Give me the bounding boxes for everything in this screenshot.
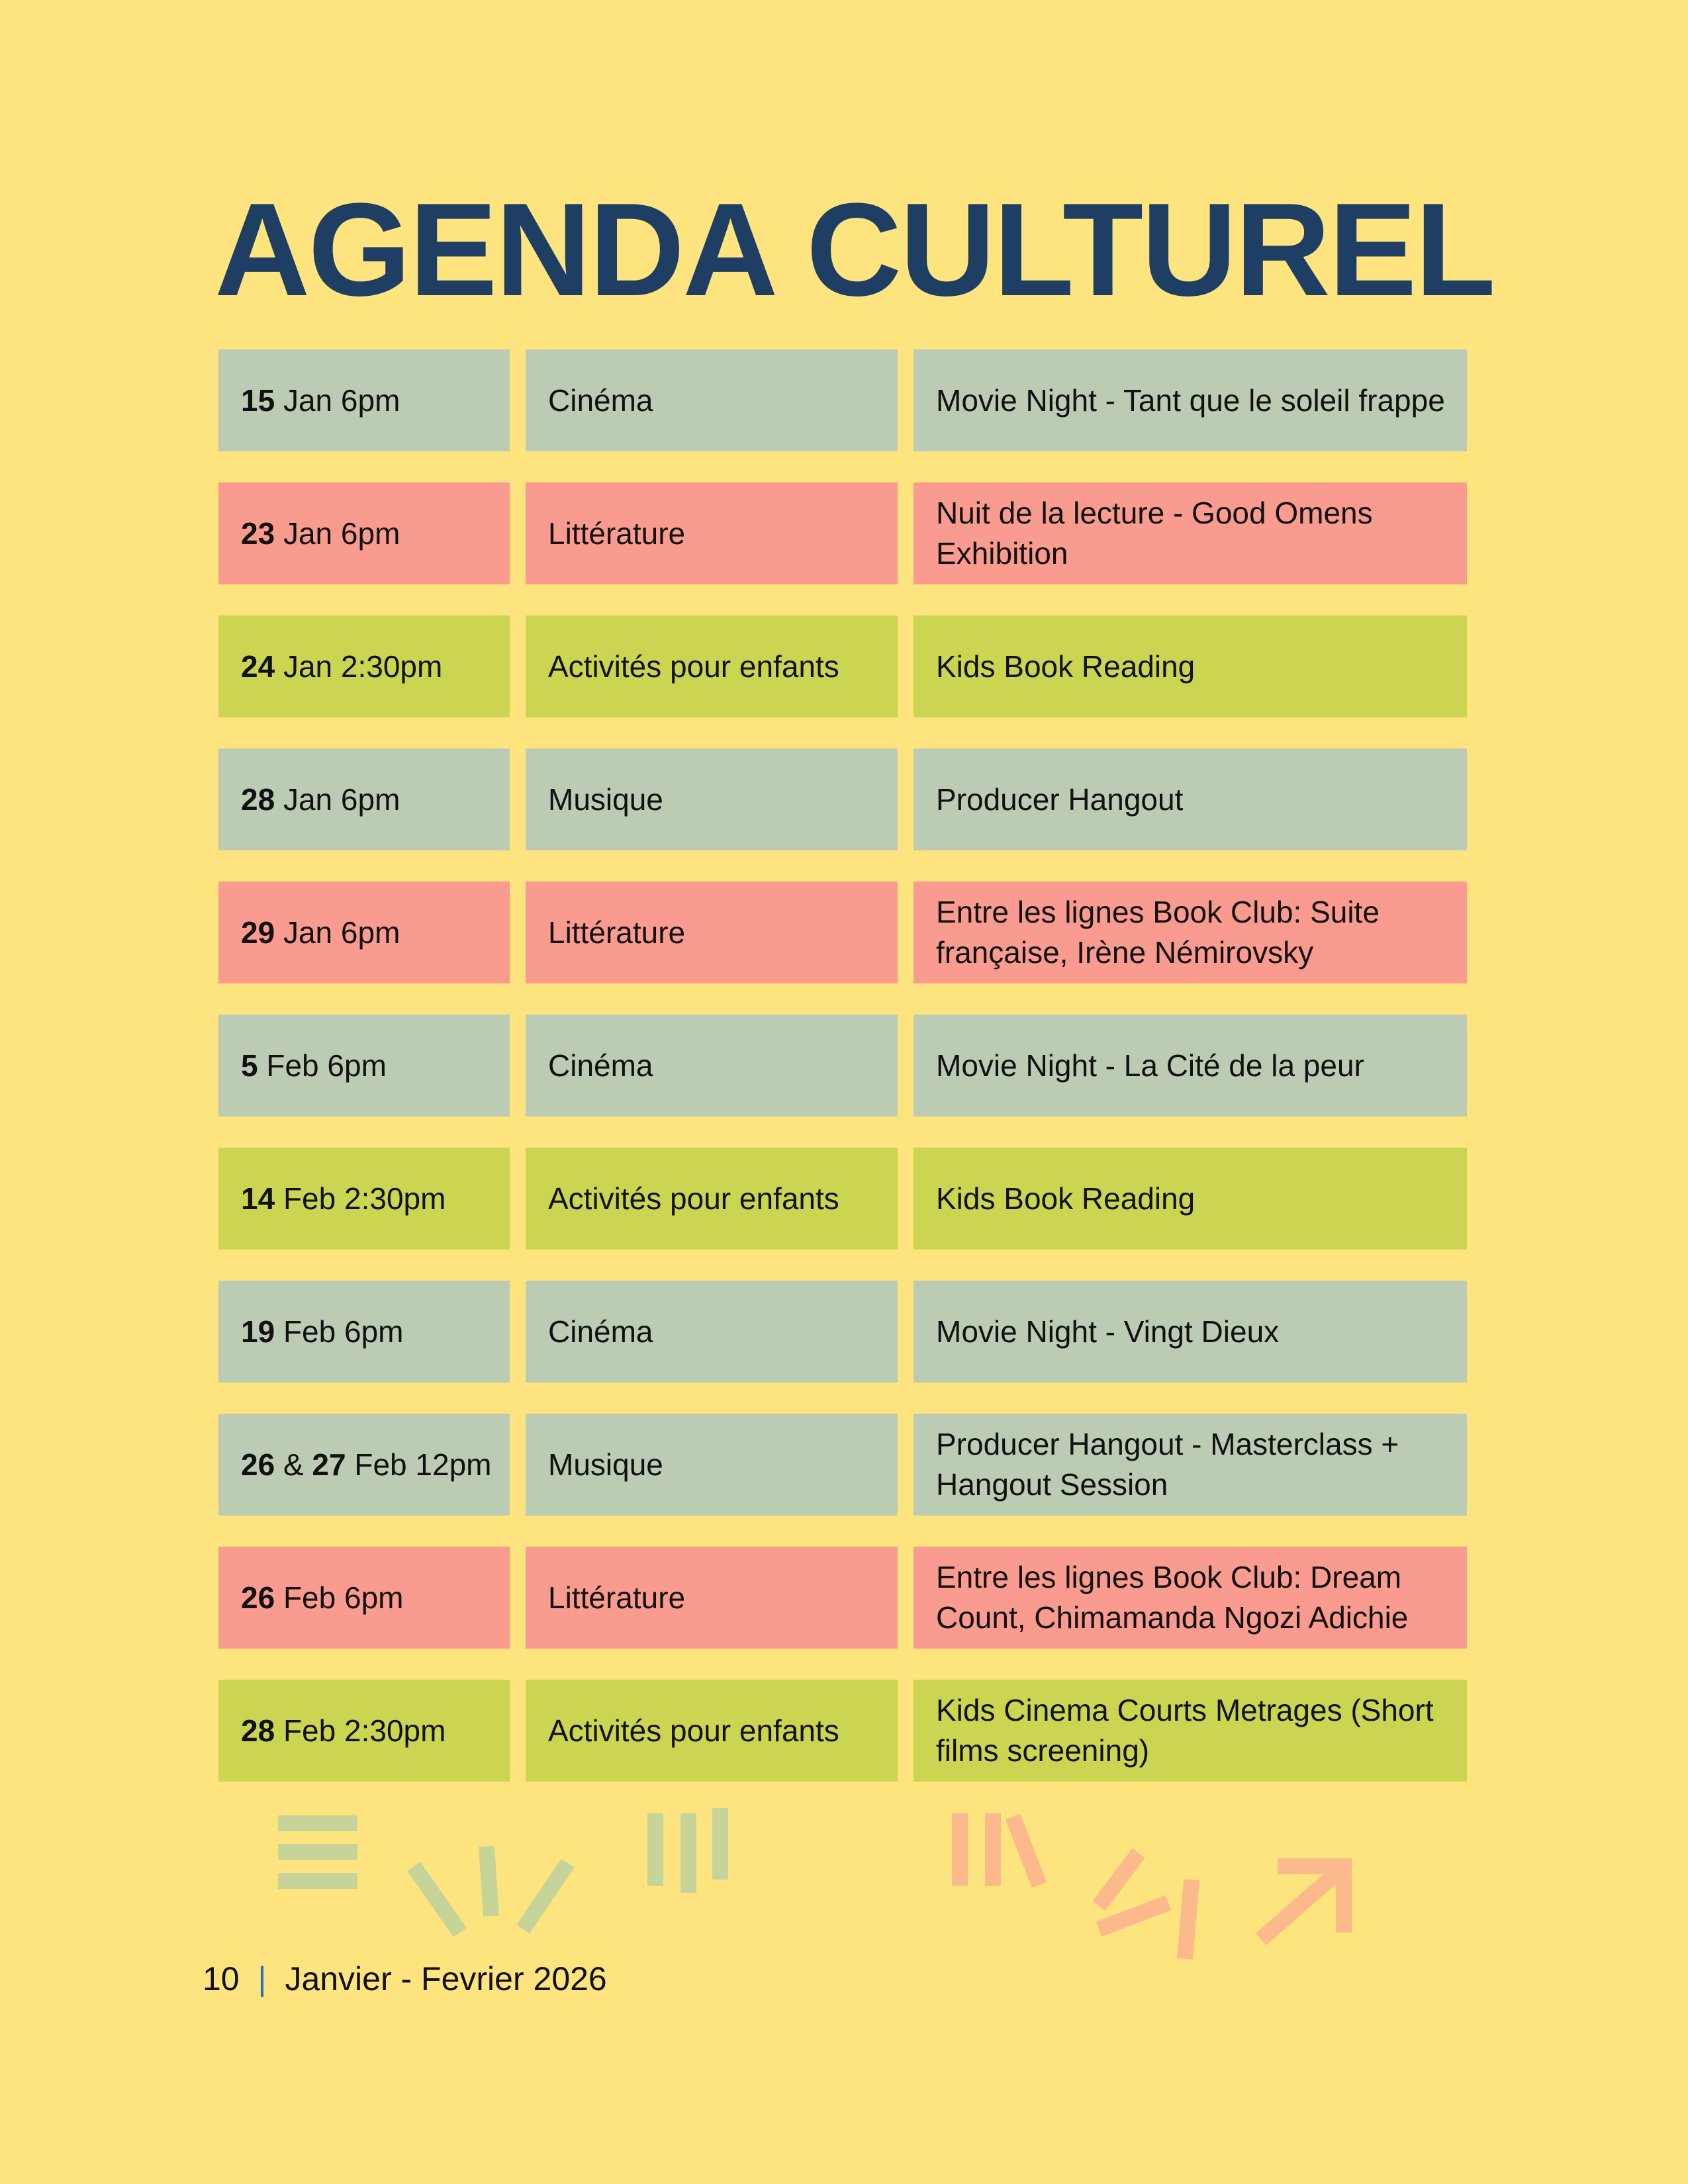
event-title: Entre les lignes Book Club: Dream Count,… — [914, 1547, 1467, 1649]
agenda-row: 14 Feb 2:30pm Activités pour enfants Kids … — [218, 1148, 1467, 1250]
event-day: 26 — [241, 1447, 275, 1482]
issue-period: Janvier - Fevrier 2026 — [285, 1960, 607, 1997]
page-footer: 10 | Janvier - Fevrier 2026 — [203, 1959, 607, 1999]
deco-stroke — [1278, 1858, 1352, 1933]
event-category: Activités pour enfants — [526, 1148, 898, 1250]
agenda-row: 26 & 27 Feb 12pm Musique Producer Hangout … — [218, 1414, 1467, 1516]
deco-stroke — [1096, 1895, 1172, 1937]
event-date: 19 Feb 6pm — [218, 1281, 510, 1383]
agenda-row: 26 Feb 6pm Littérature Entre les lignes Bo… — [218, 1547, 1467, 1649]
event-category: Musique — [526, 749, 898, 850]
deco-stroke — [516, 1858, 575, 1934]
event-category: Littérature — [526, 882, 898, 983]
event-category: Littérature — [526, 482, 898, 584]
agenda-table: 15 Jan 6pm Cinéma Movie Night - Tant que l… — [218, 349, 1467, 1813]
event-title: Kids Book Reading — [914, 615, 1467, 717]
event-category: Cinéma — [526, 1281, 898, 1383]
event-time: Jan 6pm — [283, 516, 400, 551]
event-title: Kids Book Reading — [914, 1148, 1467, 1250]
event-category: Cinéma — [526, 349, 898, 451]
event-title: Producer Hangout - Masterclass + Hangout… — [914, 1414, 1467, 1516]
footer-separator: | — [258, 1960, 267, 1997]
event-date-text: 26 Feb 6pm — [241, 1578, 403, 1618]
event-date-text: 15 Jan 6pm — [241, 381, 400, 421]
event-date-text: 14 Feb 2:30pm — [241, 1179, 445, 1219]
agenda-row: 15 Jan 6pm Cinéma Movie Night - Tant que l… — [218, 349, 1467, 451]
event-day-separator: & — [283, 1447, 304, 1482]
event-title: Nuit de la lecture - Good Omens Exhibiti… — [914, 482, 1467, 584]
green-strokes-group — [278, 1808, 728, 1937]
agenda-row: 28 Feb 2:30pm Activités pour enfants Kids … — [218, 1680, 1467, 1782]
event-date: 28 Jan 6pm — [218, 749, 510, 850]
event-time: Jan 6pm — [283, 383, 400, 418]
event-title: Movie Night - Tant que le soleil frappe — [914, 349, 1467, 451]
agenda-row: 5 Feb 6pm Cinéma Movie Night - La Cité de … — [218, 1015, 1467, 1116]
event-time: Feb 2:30pm — [283, 1181, 446, 1216]
event-date-text: 24 Jan 2:30pm — [241, 647, 442, 687]
event-day: 19 — [241, 1314, 275, 1349]
event-title: Entre les lignes Book Club: Suite frança… — [914, 882, 1467, 983]
event-day-second: 27 — [312, 1447, 346, 1482]
event-title: Producer Hangout — [914, 749, 1467, 850]
agenda-row: 28 Jan 6pm Musique Producer Hangout — [218, 749, 1467, 850]
event-time: Jan 2:30pm — [283, 649, 443, 684]
event-date: 5 Feb 6pm — [218, 1015, 510, 1116]
deco-stroke — [479, 1846, 499, 1917]
event-date: 23 Jan 6pm — [218, 482, 510, 584]
event-date-text: 5 Feb 6pm — [241, 1046, 387, 1086]
event-day: 26 — [241, 1580, 275, 1615]
event-date: 24 Jan 2:30pm — [218, 615, 510, 717]
event-title: Movie Night - Vingt Dieux — [914, 1281, 1467, 1383]
agenda-row: 29 Jan 6pm Littérature Entre les lignes Bo… — [218, 882, 1467, 983]
event-category: Cinéma — [526, 1015, 898, 1116]
deco-stroke — [407, 1862, 467, 1937]
deco-stroke — [1256, 1863, 1346, 1946]
deco-stroke — [1005, 1813, 1047, 1888]
event-time: Feb 12pm — [354, 1447, 492, 1482]
event-date: 26 & 27 Feb 12pm — [218, 1414, 510, 1516]
event-day: 24 — [241, 649, 275, 684]
deco-stroke — [1177, 1879, 1199, 1960]
event-date-text: 23 Jan 6pm — [241, 514, 400, 554]
event-time: Feb 2:30pm — [283, 1713, 446, 1748]
deco-stroke — [1092, 1848, 1145, 1911]
event-date-text: 19 Feb 6pm — [241, 1312, 403, 1352]
event-title: Movie Night - La Cité de la peur — [914, 1015, 1467, 1116]
event-day: 28 — [241, 782, 275, 817]
event-date: 26 Feb 6pm — [218, 1547, 510, 1649]
event-day: 23 — [241, 516, 275, 551]
event-date: 28 Feb 2:30pm — [218, 1680, 510, 1782]
event-time: Jan 6pm — [283, 915, 400, 950]
event-category: Musique — [526, 1414, 898, 1516]
event-date: 15 Jan 6pm — [218, 349, 510, 451]
agenda-row: 23 Jan 6pm Littérature Nuit de la lecture … — [218, 482, 1467, 584]
event-date-text: 26 & 27 Feb 12pm — [241, 1445, 492, 1485]
event-category: Activités pour enfants — [526, 615, 898, 717]
event-date-text: 28 Jan 6pm — [241, 780, 400, 820]
event-category: Activités pour enfants — [526, 1680, 898, 1782]
event-category: Littérature — [526, 1547, 898, 1649]
event-date: 14 Feb 2:30pm — [218, 1148, 510, 1250]
event-title: Kids Cinema Courts Metrages (Short films… — [914, 1680, 1467, 1782]
page-number: 10 — [203, 1960, 240, 1997]
event-date-text: 28 Feb 2:30pm — [241, 1711, 445, 1751]
decorative-strokes — [278, 1808, 1352, 1960]
event-day: 15 — [241, 383, 275, 418]
event-time: Feb 6pm — [283, 1314, 404, 1349]
peach-strokes-group — [952, 1813, 1352, 1960]
agenda-row: 19 Feb 6pm Cinéma Movie Night - Vingt Dieu… — [218, 1281, 1467, 1383]
event-day: 28 — [241, 1713, 275, 1748]
event-date-text: 29 Jan 6pm — [241, 913, 400, 953]
event-date: 29 Jan 6pm — [218, 882, 510, 983]
event-time: Feb 6pm — [266, 1048, 387, 1083]
event-time: Feb 6pm — [283, 1580, 404, 1615]
event-day: 14 — [241, 1181, 275, 1216]
event-day: 5 — [241, 1048, 258, 1083]
event-day: 29 — [241, 915, 275, 950]
event-time: Jan 6pm — [283, 782, 400, 817]
page-title: AGENDA CULTUREL — [214, 176, 1496, 324]
agenda-row: 24 Jan 2:30pm Activités pour enfants Kids … — [218, 615, 1467, 717]
